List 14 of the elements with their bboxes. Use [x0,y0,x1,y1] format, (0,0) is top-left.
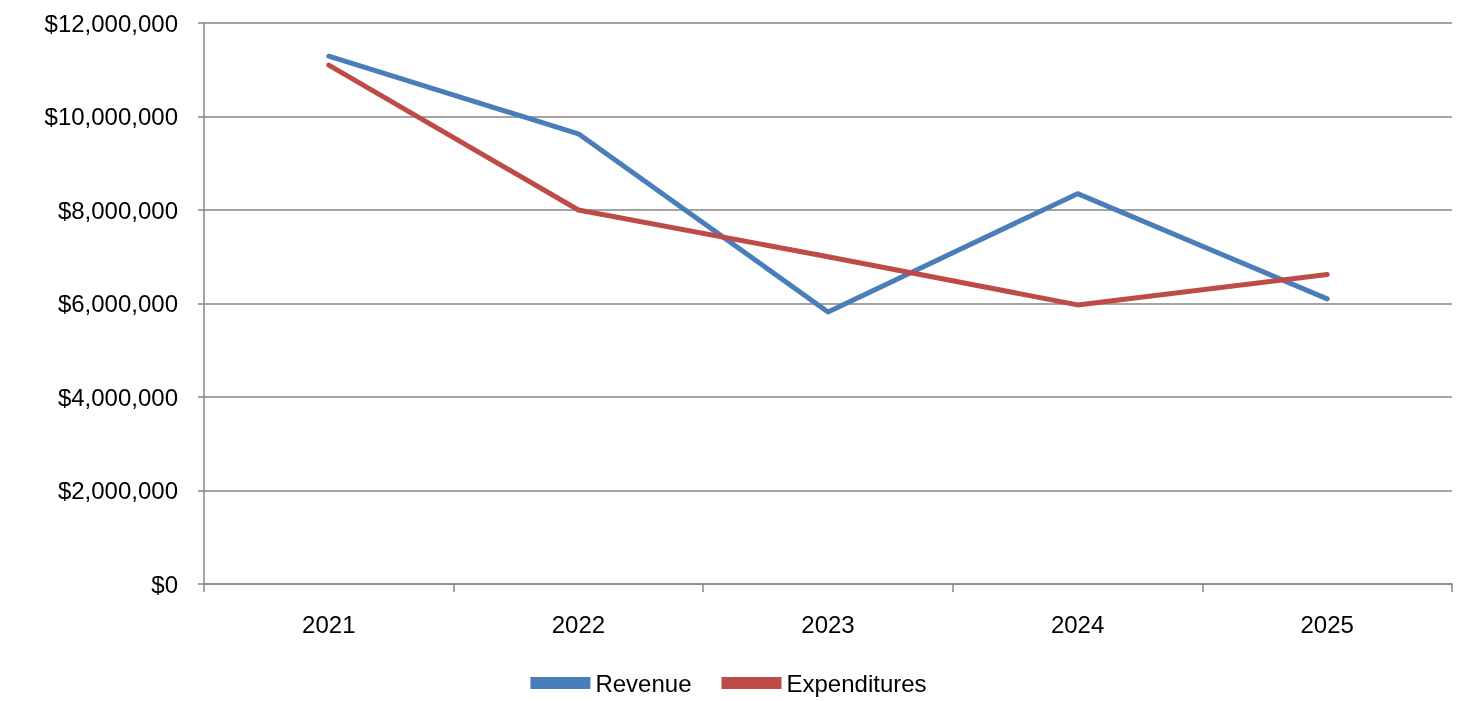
y-tick-label: $4,000,000 [57,383,178,411]
y-tick-label: $6,000,000 [57,290,178,317]
legend-label: Expenditures [786,669,927,697]
legend-label: Revenue [595,669,692,697]
y-tick-label: $2,000,000 [57,477,178,504]
y-tick-label: $8,000,000 [57,196,178,224]
y-tick-label: $0 [151,570,178,598]
y-tick-label: $10,000,000 [44,103,178,130]
x-tick-label: 2022 [551,610,606,638]
x-tick-label: 2024 [1050,610,1105,638]
x-tick-label: 2023 [801,610,855,638]
x-tick-label: 2021 [302,610,356,638]
y-tick-label: $12,000,000 [44,9,178,37]
x-tick-label: 2025 [1300,610,1354,638]
